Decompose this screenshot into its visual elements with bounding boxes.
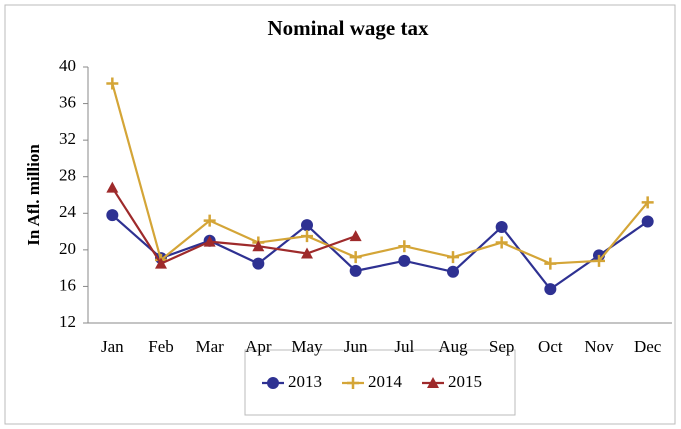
marker [301,247,313,259]
marker [106,77,119,90]
marker [155,257,167,269]
marker [349,251,362,264]
marker [641,215,654,228]
y-tick-label: 32 [59,129,76,148]
x-tick-label: Jul [394,337,414,356]
legend-label: 2015 [448,372,482,391]
marker [203,214,216,227]
marker [427,377,439,388]
marker [398,240,411,253]
marker [641,196,654,209]
y-tick-label: 40 [59,56,76,75]
marker [252,257,265,270]
marker [106,209,119,222]
x-tick-label: Feb [148,337,174,356]
series-line [111,187,357,265]
series-line [111,214,649,291]
marker [106,181,119,193]
x-tick-label: Nov [584,337,614,356]
x-tick-label: Aug [438,337,468,356]
marker [447,251,459,264]
chart-title: Nominal wage tax [268,16,429,40]
marker [252,240,265,252]
y-tick-label: 24 [59,202,77,221]
x-tick-label: Mar [196,337,225,356]
marker [347,377,359,389]
marker [349,230,362,242]
marker [203,235,216,247]
legend-box [244,349,516,416]
marker [495,236,508,249]
marker [349,264,362,277]
x-tick-label: Jun [344,337,368,356]
x-tick-label: Oct [538,337,563,356]
marker [301,230,313,243]
marker [398,254,411,267]
legend-label: 2013 [288,372,322,391]
x-tick-label: May [291,337,323,356]
marker [495,221,508,233]
x-tick-label: Apr [245,337,272,356]
marker [544,283,557,296]
x-tick-label: Sep [489,337,515,356]
x-tick-label: Dec [634,337,662,356]
marker [447,265,459,278]
y-axis-label: In Afl. million [24,144,43,246]
marker [593,254,605,267]
y-tick-label: 12 [59,312,76,331]
series-line [111,83,649,265]
y-tick-label: 28 [59,166,76,185]
y-tick-label: 16 [59,275,76,294]
marker [301,219,313,232]
marker [267,377,279,389]
y-tick-label: 20 [59,239,76,258]
y-tick-label: 36 [59,92,76,111]
x-tick-label: Jan [101,337,124,356]
legend-label: 2014 [368,372,403,391]
marker [544,257,557,270]
